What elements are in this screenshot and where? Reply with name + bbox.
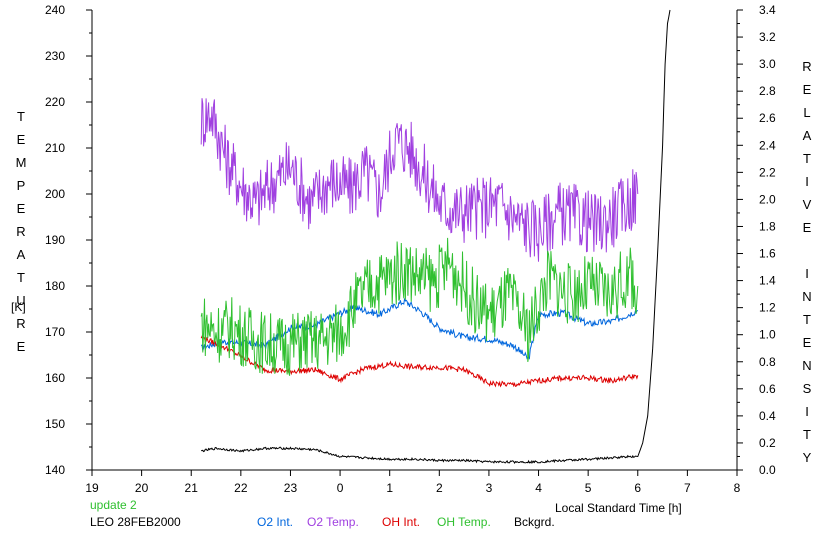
right-y-tick-label: 3.2 (759, 30, 776, 44)
right-y-tick-label: 1.2 (759, 301, 776, 315)
legend-station: LEO 28FEB2000 (90, 515, 181, 529)
axis-title-letter: N (802, 358, 812, 373)
left-y-tick-label: 220 (45, 95, 65, 109)
axis-title-letter: T (17, 109, 25, 124)
left-axis-unit: [K] (11, 300, 26, 314)
x-tick-label: 6 (634, 481, 641, 495)
axis-title-letter: M (15, 155, 27, 170)
x-tick-label: 19 (85, 481, 99, 495)
left-y-tick-label: 180 (45, 279, 65, 293)
x-axis: 19 20 21 22 23 0 1 2 3 4 5 6 7 8 (85, 470, 741, 495)
right-y-axis: 0.0 0.2 0.4 0.6 0.8 1.0 1.2 1.4 1.6 1.8 2.0 2.2 2.4 2… (737, 3, 776, 477)
axis-title-letter: R (16, 316, 26, 331)
x-tick-label: 23 (284, 481, 298, 495)
right-y-tick-label: 2.6 (759, 111, 776, 125)
x-tick-label: 1 (386, 481, 393, 495)
left-y-tick-label: 160 (45, 371, 65, 385)
axis-title-letter: E (16, 201, 26, 216)
series-line-oh-temp (200, 237, 639, 376)
right-y-tick-label: 0.8 (759, 355, 776, 369)
axis-title-letter: T (803, 312, 811, 327)
x-tick-label: 20 (135, 481, 149, 495)
right-y-tick-label: 3.0 (759, 57, 776, 71)
axis-title-letter (800, 239, 814, 262)
right-y-tick-label: 2.0 (759, 192, 776, 206)
axis-title-letter: N (802, 289, 812, 304)
right-y-tick-label: 1.8 (759, 219, 776, 233)
plot-frame (91, 10, 738, 471)
x-tick-label: 8 (734, 481, 741, 495)
axis-title-letter: E (802, 220, 812, 235)
right-y-tick-label: 0.2 (759, 436, 776, 450)
left-y-tick-label: 140 (45, 463, 65, 477)
legend-oh-temp: OH Temp. (437, 515, 491, 529)
axis-title-letter: R (802, 59, 812, 74)
x-tick-label: 7 (684, 481, 691, 495)
x-tick-label: 4 (535, 481, 542, 495)
x-tick-label: 5 (585, 481, 592, 495)
right-y-tick-label: 2.4 (759, 138, 776, 152)
axis-title-letter: E (802, 82, 812, 97)
axis-title-letter: I (805, 174, 809, 189)
series-line-o2-temp (200, 98, 639, 262)
axis-title-letter: A (16, 247, 26, 262)
legend-oh-int: OH Int. (382, 515, 421, 529)
axis-title-letter: S (802, 381, 812, 396)
axis-title-letter: I (805, 266, 809, 281)
x-tick-label: 3 (486, 481, 493, 495)
legend-o2-temp: O2 Temp. (307, 515, 359, 529)
axis-title-letter: E (802, 335, 812, 350)
series-line-oh-int (200, 335, 639, 388)
axis-title-letter: P (16, 178, 26, 193)
series-line-bckgrd (200, 9, 671, 464)
legend-o2-int: O2 Int. (257, 515, 294, 529)
right-y-tick-label: 3.4 (759, 3, 776, 17)
left-y-tick-label: 210 (45, 141, 65, 155)
left-y-tick-label: 170 (45, 325, 65, 339)
x-axis-label: Local Standard Time [h] (555, 501, 682, 515)
axis-title-letter: V (802, 197, 812, 212)
x-tick-label: 21 (185, 481, 199, 495)
axis-title-letter: E (16, 339, 26, 354)
axis-title-letter: Y (802, 450, 812, 465)
left-y-axis: 140 150 160 170 180 190 200 210 220 230 240 (45, 3, 92, 477)
right-y-tick-label: 2.2 (759, 165, 776, 179)
right-y-tick-label: 0.4 (759, 409, 776, 423)
legend-update: update 2 (90, 498, 137, 512)
series-layer (200, 9, 671, 464)
right-y-tick-label: 1.0 (759, 328, 776, 342)
left-y-tick-label: 200 (45, 187, 65, 201)
left-y-tick-label: 230 (45, 49, 65, 63)
legend-bckgrd: Bckgrd. (514, 515, 555, 529)
axis-title-letter: L (803, 105, 811, 120)
left-y-tick-label: 150 (45, 417, 65, 431)
left-y-tick-label: 190 (45, 233, 65, 247)
right-y-tick-label: 2.8 (759, 84, 776, 98)
axis-title-letter: R (16, 224, 26, 239)
right-y-tick-label: 0.0 (759, 463, 776, 477)
right-y-tick-label: 1.4 (759, 274, 776, 288)
x-tick-label: 2 (436, 481, 443, 495)
left-y-tick-label: 240 (45, 3, 65, 17)
axis-title-letter: E (16, 132, 26, 147)
right-y-tick-label: 1.6 (759, 247, 776, 261)
axis-title-letter: U (16, 293, 26, 308)
x-tick-label: 22 (234, 481, 248, 495)
x-tick-label: 0 (337, 481, 344, 495)
axis-title-letter: T (803, 151, 811, 166)
axis-title-letter: I (805, 404, 809, 419)
axis-title-letter: T (17, 270, 25, 285)
right-y-tick-label: 0.6 (759, 382, 776, 396)
axis-title-letter: T (803, 427, 811, 442)
axis-title-letter: A (802, 128, 812, 143)
